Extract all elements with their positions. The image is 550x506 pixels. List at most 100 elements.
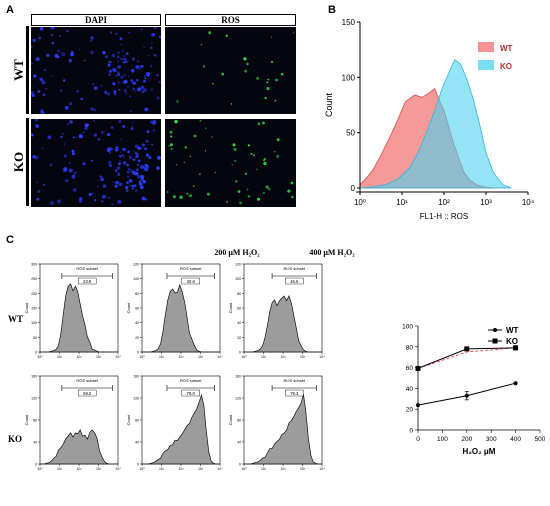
cell-dot [111, 81, 114, 84]
cell-dot [144, 75, 146, 77]
cell-dot [184, 146, 187, 149]
y-tick-label: 0 [351, 184, 356, 193]
cell-dot [99, 175, 103, 178]
cell-dot [112, 181, 115, 183]
cell-dot [63, 79, 66, 82]
histogram-area [244, 294, 322, 353]
gate-label: ROS subset [76, 266, 98, 271]
x-tick-label: 10⁰ [354, 198, 366, 207]
x-tick-label: 10³ [300, 355, 306, 359]
cell-dot [62, 133, 64, 135]
y-tick-label: 80 [33, 419, 37, 423]
cell-dot [108, 152, 111, 154]
gate-value-box [285, 277, 304, 285]
cell-dot [290, 181, 294, 185]
cell-dot [123, 79, 128, 84]
histogram-wt-1: 0 50 100 150 200 250 300 Count 10⁰ 10¹ 10² 10³ 10⁴ RO… [24, 263, 121, 360]
cell-dot [82, 162, 86, 166]
cell-dot [139, 185, 144, 190]
cell-dot [135, 65, 139, 69]
x-tick-label: 10² [438, 198, 450, 207]
cell-dot [142, 180, 146, 184]
y-tick-label: 40 [135, 321, 139, 325]
cell-dot [46, 53, 50, 57]
y-tick-label: 60 [135, 307, 139, 311]
cell-dot [97, 137, 101, 141]
x-tick-label: 10⁴ [319, 355, 325, 359]
cell-dot [83, 131, 85, 134]
cell-dot [264, 96, 267, 100]
cell-dot [142, 165, 145, 169]
cell-dot [126, 163, 129, 167]
y-tick-label: 20 [135, 336, 139, 340]
cell-dot [144, 167, 149, 172]
cell-dot [122, 160, 127, 165]
cell-dot [152, 129, 155, 132]
cell-dot [247, 144, 250, 147]
cell-dot [137, 146, 141, 150]
y-tick-label: 80 [406, 344, 414, 351]
cell-dot [118, 81, 120, 84]
cell-dot [130, 68, 135, 73]
gate-value-box [285, 389, 304, 397]
cell-dot [71, 174, 76, 179]
cell-dot [93, 86, 98, 90]
cell-dot [115, 180, 119, 185]
cell-dot [100, 177, 104, 182]
cell-dot [104, 90, 108, 94]
cell-dot [61, 52, 66, 56]
gate-label: ROS subset [284, 378, 306, 383]
cell-dot [113, 90, 117, 94]
legend-swatch-wt [478, 42, 494, 52]
cell-dot [117, 173, 120, 177]
cell-dot [96, 185, 99, 188]
gate-value-box [77, 389, 97, 397]
cell-dot [205, 127, 207, 130]
y-tick-label: 80 [237, 419, 241, 423]
cell-dot [128, 168, 131, 171]
cell-dot [175, 164, 178, 166]
histogram-wt-2: 0 20 40 60 80 100 120 Count 10⁰ 10¹ 10² 10³ 10⁴ ROS s… [126, 263, 223, 360]
y-tick-label: 120 [133, 397, 139, 401]
y-tick-label: 0 [239, 351, 241, 355]
cell-dot [101, 131, 104, 134]
cell-dot [102, 51, 106, 55]
cell-dot [130, 79, 133, 82]
cell-dot [39, 27, 44, 31]
x-tick-label: 10³ [198, 467, 204, 471]
y-tick-label: 60 [237, 307, 241, 311]
y-axis-label: Count [228, 302, 233, 314]
cell-dot [117, 162, 122, 166]
x-tick-label: 300 [486, 436, 497, 443]
ko-row-label: KO [11, 151, 26, 173]
ko-row-bar [26, 118, 29, 206]
cell-dot [189, 194, 193, 197]
cell-dot [128, 76, 130, 78]
cell-dot [80, 97, 83, 101]
cell-dot [50, 27, 55, 30]
histogram-area [40, 283, 118, 353]
cell-dot [117, 51, 120, 54]
cell-dot [92, 83, 94, 85]
cell-dot [32, 38, 36, 42]
cell-dot [150, 64, 153, 68]
y-tick-label: 80 [135, 292, 139, 296]
y-tick-label: 150 [342, 18, 356, 27]
cell-dot [142, 88, 147, 93]
y-tick-label: 100 [235, 277, 241, 281]
cell-dot [275, 78, 278, 82]
cell-dot [140, 64, 144, 69]
y-tick-label: 0 [409, 428, 413, 435]
x-tick-label: 10² [280, 355, 286, 359]
cell-dot [172, 195, 176, 199]
cell-dot [268, 188, 271, 191]
gate-label: ROS subset [180, 378, 202, 383]
cell-dot [150, 88, 153, 91]
cell-dot [246, 62, 249, 66]
y-tick-label: 0 [137, 463, 139, 467]
cell-dot [156, 96, 160, 100]
cell-dot [146, 130, 150, 133]
cell-dot [150, 46, 153, 50]
series-area-ko [359, 58, 512, 189]
cell-dot [280, 72, 284, 76]
